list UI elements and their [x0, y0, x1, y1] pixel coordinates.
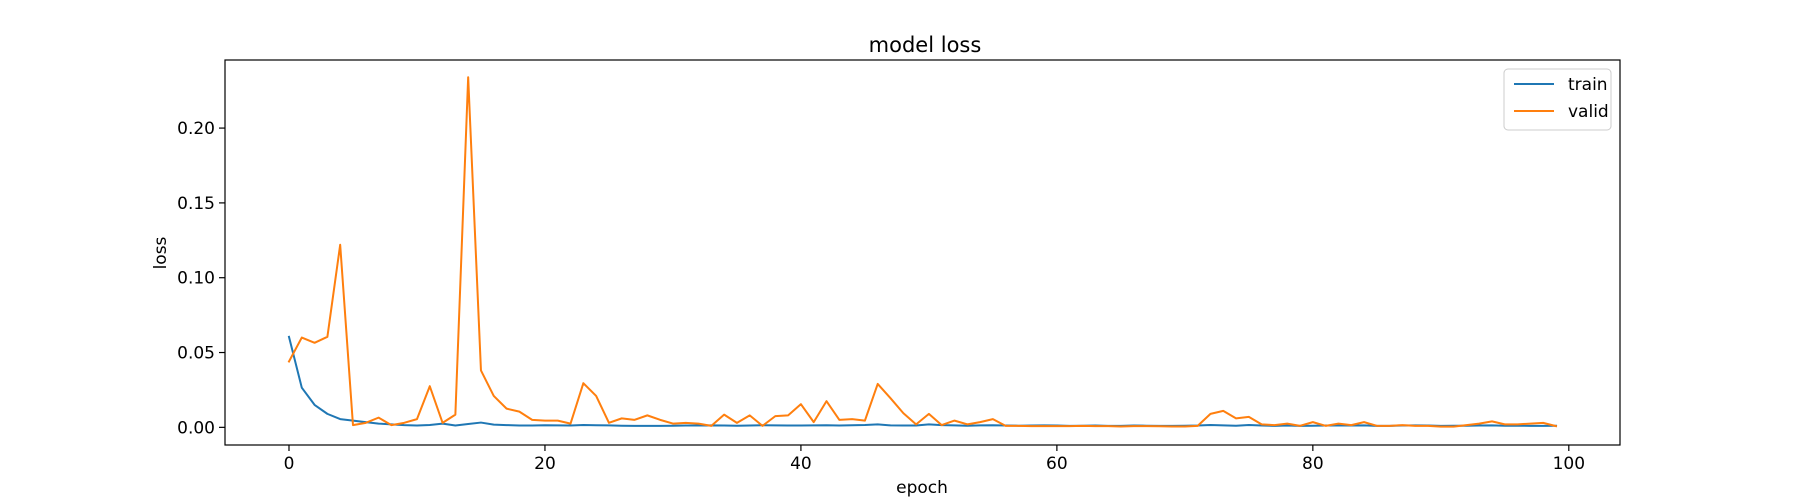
series-layer	[287, 76, 1558, 428]
series-line-valid	[287, 76, 1558, 428]
x-tick-label: 100	[1553, 454, 1585, 474]
x-tick-label: 20	[534, 454, 556, 474]
x-tick-label: 40	[790, 454, 812, 474]
y-tick-label: 0.05	[177, 344, 215, 364]
plot-frame	[224, 59, 1621, 446]
legend-label-valid: valid	[1568, 102, 1609, 122]
x-axis-label: epoch	[896, 478, 948, 498]
legend-label-train: train	[1568, 75, 1608, 95]
x-axis: 0 20 40 60 80 100	[284, 445, 1585, 474]
y-tick-label: 0.20	[177, 119, 215, 139]
legend: train valid	[1503, 68, 1612, 131]
chart-title: model loss	[869, 33, 982, 57]
y-tick-label: 0.10	[177, 269, 215, 289]
x-tick-label: 0	[284, 454, 295, 474]
x-tick-label: 80	[1302, 454, 1324, 474]
x-tick-label: 60	[1046, 454, 1068, 474]
y-tick-label: 0.00	[177, 418, 215, 438]
y-tick-label: 0.15	[177, 194, 215, 214]
y-axis: 0.00 0.05 0.10 0.15 0.20	[177, 119, 225, 438]
series-line-train	[287, 335, 1558, 427]
y-axis-label: loss	[151, 236, 171, 269]
